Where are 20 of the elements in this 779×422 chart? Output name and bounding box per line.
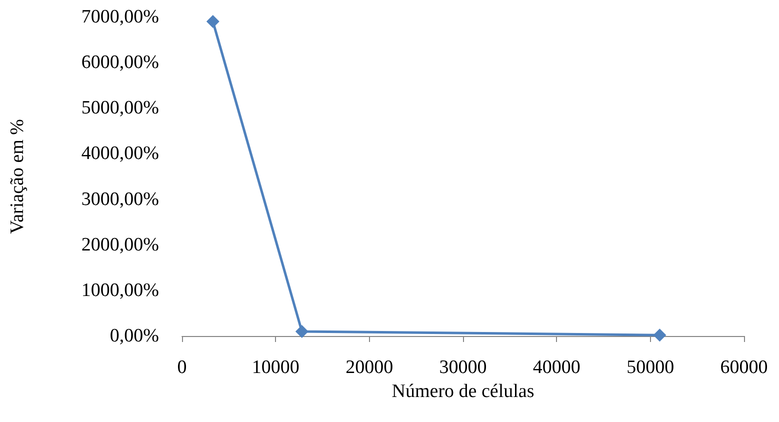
x-tick-label: 10000	[252, 357, 300, 378]
x-tick-label: 50000	[626, 357, 674, 378]
x-tick-label: 0	[177, 357, 187, 378]
point	[295, 324, 308, 338]
y-axis-title: Variação em %	[7, 118, 28, 234]
x-tick-label: 20000	[346, 357, 394, 378]
point	[653, 328, 666, 342]
y-tick-label: 4000,00%	[81, 143, 160, 164]
x-tick-label: 40000	[532, 357, 580, 378]
x-tick-label: 30000	[439, 357, 487, 378]
y-tick-label: 7000,00%	[81, 6, 160, 28]
y-tick-label: 0,00%	[110, 326, 160, 346]
y-tick-label: 6000,00%	[81, 52, 160, 74]
x-axis-title: Número de células	[392, 381, 534, 402]
y-tick-label: 5000,00%	[81, 98, 160, 119]
y-tick-label: 1000,00%	[81, 280, 160, 301]
x-tick-label: 60000	[720, 357, 768, 378]
point	[206, 15, 220, 28]
y-tick-label: 2000,00%	[81, 234, 160, 256]
y-tick-label: 3000,00%	[81, 188, 160, 210]
